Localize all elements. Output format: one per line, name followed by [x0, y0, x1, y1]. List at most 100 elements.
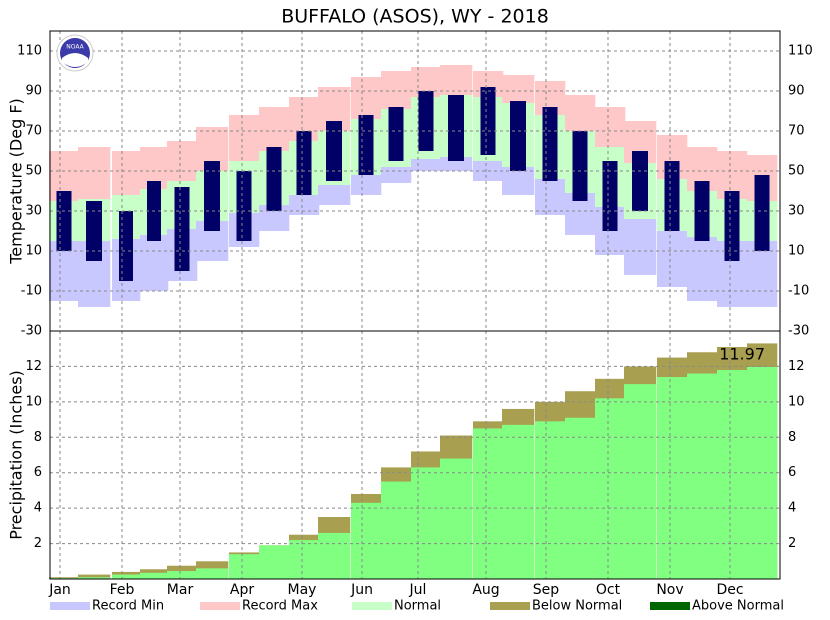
logo-text: NOAA: [66, 44, 84, 51]
logo-bird: [62, 53, 88, 67]
y-tick-label-right: 4: [788, 501, 796, 516]
actual-temp-bar: [694, 181, 710, 241]
actual-temp-bar: [664, 161, 680, 231]
frame: [49, 30, 781, 580]
legend-swatch: [650, 602, 690, 610]
actual-precip: [411, 467, 442, 579]
record-min-band: [318, 185, 351, 205]
x-tick-label: Jul: [409, 582, 427, 598]
x-tick-label: Feb: [110, 582, 135, 598]
legend-label: Normal: [394, 599, 441, 614]
y-tick-label-right: 30: [788, 204, 805, 219]
actual-precip: [112, 574, 141, 579]
logo: NOAA: [56, 34, 94, 72]
actual-precip: [229, 554, 260, 579]
actual-temp-bar: [86, 201, 102, 261]
actual-temp-bar: [266, 147, 282, 211]
y-axis-title: Precipitation (Inches): [7, 370, 26, 540]
record-max-band: [229, 115, 260, 161]
y-tick-label-right: 2: [788, 536, 796, 551]
y-tick-label-right: -30: [788, 324, 809, 339]
actual-precip: [624, 384, 657, 579]
chart-title: BUFFALO (ASOS), WY - 2018: [281, 6, 549, 28]
record-max-band: [112, 151, 141, 195]
y-tick-label: 30: [25, 204, 42, 219]
normal-precip: [78, 574, 111, 579]
actual-precip: [289, 540, 320, 579]
x-tick-label: Mar: [167, 582, 194, 598]
actual-precip: [535, 421, 566, 579]
actual-precip: [687, 373, 718, 579]
actual-temp-bar: [480, 87, 496, 155]
record-max-band: [440, 65, 473, 95]
legend-label: Record Min: [92, 599, 164, 614]
actual-precip: [473, 428, 504, 579]
y-tick-label: 10: [25, 394, 42, 409]
record-min-band: [687, 237, 718, 301]
legend-swatch: [200, 602, 240, 610]
actual-precip: [502, 424, 535, 579]
actual-precip: [440, 458, 473, 579]
actual-precip: [167, 571, 198, 579]
actual-precip: [259, 545, 290, 579]
x-tick-label: Jun: [350, 582, 373, 598]
actual-precip: [140, 572, 169, 579]
actual-temp-bar: [510, 101, 526, 171]
x-tick-label: Nov: [656, 582, 683, 598]
y-tick-label-right: 110: [788, 44, 813, 59]
actual-precip: [595, 398, 626, 579]
legend-swatch: [352, 602, 392, 610]
actual-precip: [78, 577, 111, 579]
record-max-band: [595, 107, 626, 147]
record-min-band: [351, 175, 382, 195]
actual-temp-bar: [754, 175, 770, 251]
x-tick-label: Dec: [716, 582, 743, 598]
y-tick-label-right: 70: [788, 124, 805, 139]
x-tick-label: Oct: [596, 582, 621, 598]
y-tick-label: 12: [25, 359, 42, 374]
actual-temp-bar: [204, 161, 220, 231]
total-annotation: 11.97: [719, 344, 765, 363]
legend-label: Above Normal: [692, 599, 784, 614]
actual-temp-bar: [448, 95, 464, 161]
record-max-band: [78, 147, 111, 199]
actual-precip: [196, 568, 229, 579]
y-tick-label: 8: [34, 430, 42, 445]
record-min-band: [411, 159, 442, 171]
y-axis-title: Temperature (Deg F): [7, 98, 26, 265]
y-tick-label-right: -10: [788, 284, 809, 299]
x-tick-label: Aug: [472, 582, 499, 598]
actual-temp-bar: [119, 211, 133, 281]
y-tick-label: -10: [21, 284, 42, 299]
record-max-band: [502, 75, 535, 103]
x-tick-label: Jan: [48, 582, 71, 598]
actual-temp-bar: [326, 121, 342, 181]
x-tick-label: May: [288, 582, 317, 598]
x-tick-label: Apr: [230, 582, 254, 598]
actual-temp-bar: [236, 171, 252, 241]
actual-precip: [381, 481, 412, 579]
actual-temp-bar: [388, 107, 404, 161]
y-tick-label: 10: [25, 244, 42, 259]
record-max-band: [565, 95, 596, 131]
record-min-band: [624, 219, 657, 275]
actual-temp-bar: [358, 115, 374, 175]
actual-temp-bar: [632, 151, 648, 211]
y-tick-label: 4: [34, 501, 42, 516]
actual-temp-bar: [542, 107, 558, 181]
y-tick-label-right: 90: [788, 84, 805, 99]
y-tick-label-right: 8: [788, 430, 796, 445]
y-tick-label: 50: [25, 164, 42, 179]
y-tick-label: 110: [17, 44, 42, 59]
record-min-band: [502, 167, 535, 195]
plot-layer: 11.97 -30 -30 -10 -10 10 10 30 30 50 50 70 70 90 90 110…: [17, 31, 813, 598]
y-tick-label-right: 50: [788, 164, 805, 179]
actual-precip: [657, 377, 688, 579]
y-tick-label-right: 10: [788, 394, 805, 409]
actual-precip: [351, 502, 382, 579]
actual-temp-bar: [572, 131, 588, 201]
legend-label: Record Max: [242, 599, 318, 614]
actual-temp-bar: [56, 191, 72, 251]
record-max-band: [167, 141, 198, 181]
